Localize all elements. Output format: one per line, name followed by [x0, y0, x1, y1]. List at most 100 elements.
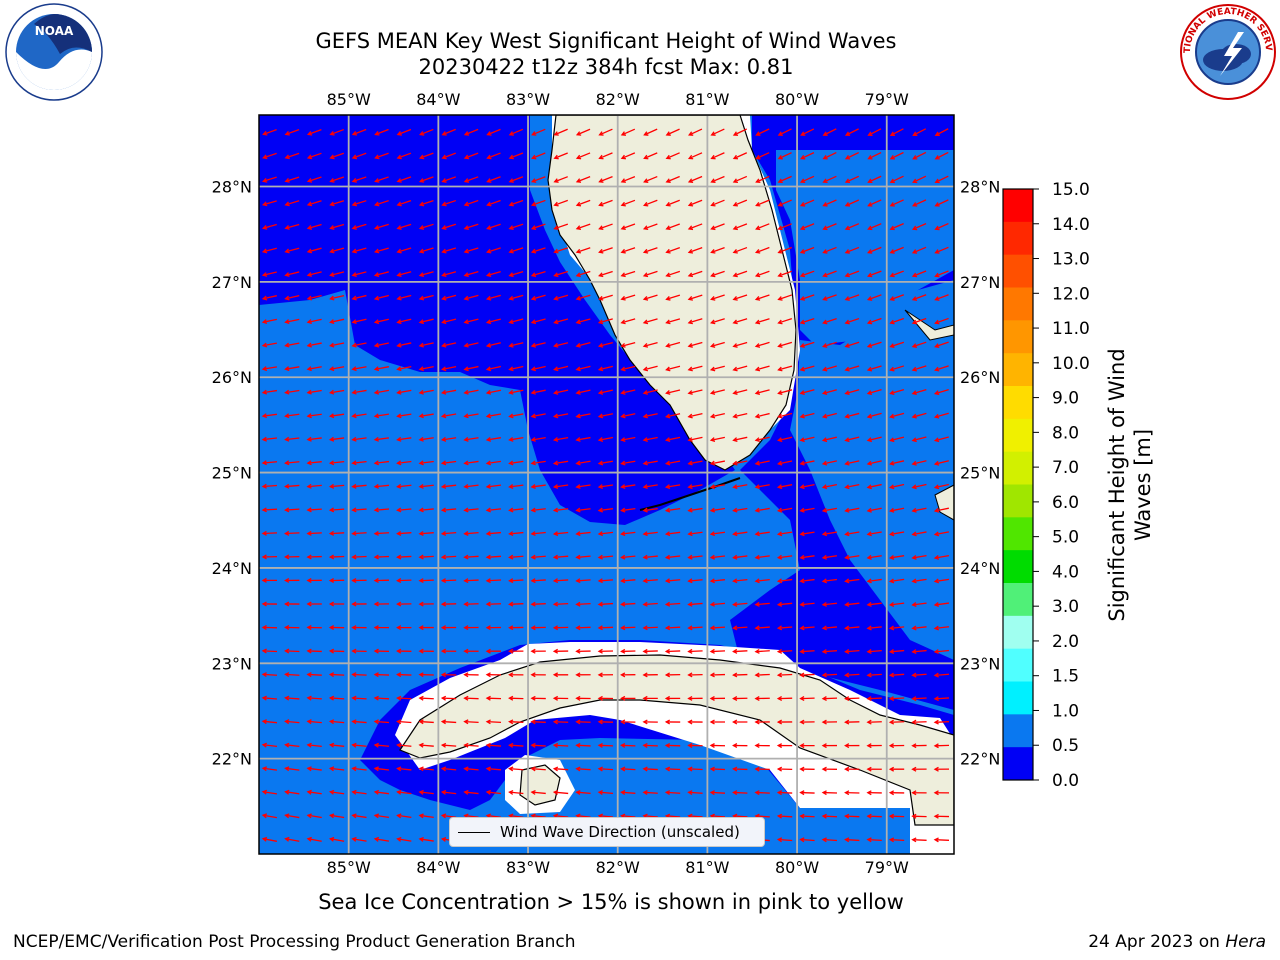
wave-arrow — [396, 128, 412, 136]
land-bahamas-south — [934, 484, 954, 521]
colorbar-tick-label: 12.0 — [1052, 284, 1090, 304]
wave-arrow — [889, 270, 904, 278]
wave-arrow — [396, 789, 412, 795]
wave-arrow — [776, 672, 793, 678]
lat-label-right: 27°N — [960, 273, 1000, 292]
wave-arrow — [552, 460, 569, 466]
wave-arrow — [642, 531, 658, 537]
wave-arrow — [351, 672, 367, 678]
wave-arrow — [867, 151, 882, 160]
wave-arrow — [710, 175, 725, 183]
wave-arrow — [418, 176, 434, 183]
wave-arrow — [485, 460, 502, 466]
wave-arrow — [261, 601, 278, 607]
wave-arrow — [844, 460, 860, 466]
wave-arrow — [888, 813, 905, 819]
wave-arrow — [934, 317, 949, 325]
wave-arrow — [754, 766, 770, 772]
wave-arrow — [530, 389, 546, 395]
wave-arrow — [799, 813, 815, 819]
colorbar-tick-label: 0.0 — [1052, 771, 1079, 791]
wave-arrow — [508, 601, 524, 607]
wave-arrow — [777, 246, 792, 254]
wave-arrow — [710, 246, 725, 254]
wave-arrow — [620, 648, 636, 654]
wave-arrow — [933, 672, 950, 678]
wave-arrow — [665, 128, 680, 136]
wave-arrow — [933, 578, 950, 584]
wave-arrow — [620, 413, 636, 419]
wave-arrow — [889, 507, 905, 513]
wave-arrow — [530, 223, 546, 230]
wave-arrow — [440, 460, 457, 466]
colorbar-tick-label: 0.5 — [1052, 736, 1079, 756]
wave-arrow — [328, 460, 345, 466]
wave-arrow — [888, 554, 905, 560]
wave-arrow — [351, 601, 367, 607]
wave-arrow — [776, 743, 793, 749]
wave-arrow — [709, 625, 726, 631]
wave-arrow — [776, 578, 793, 584]
wave-arrow — [418, 719, 434, 725]
wave-arrow — [665, 341, 681, 348]
wave-arrow — [328, 413, 345, 419]
wave-arrow — [373, 554, 390, 560]
wave-arrow — [441, 152, 456, 160]
wave-arrow — [396, 578, 412, 584]
wave-arrow — [373, 389, 390, 395]
wave-arrow — [261, 436, 278, 442]
wave-arrow — [508, 294, 524, 301]
wave-arrow — [933, 602, 950, 607]
wave-arrow — [508, 766, 524, 772]
wave-arrow — [418, 554, 434, 560]
wave-arrow — [888, 766, 905, 772]
wave-arrow — [463, 223, 479, 230]
wave-arrow — [485, 695, 502, 701]
wave-arrow — [732, 578, 748, 584]
wave-arrow — [575, 176, 591, 183]
colorbar-tick-label: 7.0 — [1052, 458, 1079, 478]
colorbar-segment — [1003, 451, 1033, 485]
wave-arrow — [373, 318, 389, 325]
wave-arrow — [911, 412, 927, 419]
wave-arrow — [822, 270, 837, 278]
wave-arrow — [575, 270, 591, 278]
wave-arrow — [328, 813, 345, 819]
wave-arrow — [620, 128, 636, 136]
wave-arrow — [575, 365, 591, 372]
land-bahamas-north — [904, 309, 954, 341]
wave-arrow — [441, 176, 457, 183]
wave-arrow — [911, 672, 927, 678]
wave-arrow — [440, 719, 457, 725]
colorbar-segment — [1003, 320, 1033, 354]
wave-arrow — [597, 436, 614, 442]
wave-arrow — [306, 530, 322, 536]
wave-arrow — [665, 413, 681, 419]
wave-arrow — [485, 389, 501, 395]
wave-arrow — [664, 672, 681, 678]
wave-arrow — [911, 719, 927, 725]
wave-arrow — [530, 719, 546, 725]
wave-band-light-atlantic — [776, 150, 954, 345]
wave-arrow — [687, 578, 703, 584]
wave-arrow — [754, 672, 770, 678]
wave-arrow — [486, 199, 501, 207]
wave-arrow — [844, 270, 860, 278]
wave-arrow — [821, 389, 837, 396]
wave-arrow — [261, 554, 278, 560]
lon-label-top: 84°W — [416, 90, 460, 109]
wave-arrow — [306, 294, 322, 301]
wave-arrow — [799, 223, 815, 231]
wave-arrow — [508, 270, 524, 278]
wave-arrow — [911, 246, 927, 254]
wave-arrow — [776, 625, 793, 631]
wave-arrow — [418, 789, 434, 795]
wave-arrow — [351, 554, 367, 560]
wave-arrow — [351, 223, 367, 230]
wave-arrow — [597, 365, 613, 372]
wave-arrow — [597, 719, 614, 725]
wave-arrow — [351, 152, 367, 160]
wave-arrow — [754, 341, 770, 348]
wave-arrow — [754, 554, 770, 560]
wave-arrow — [373, 413, 390, 419]
